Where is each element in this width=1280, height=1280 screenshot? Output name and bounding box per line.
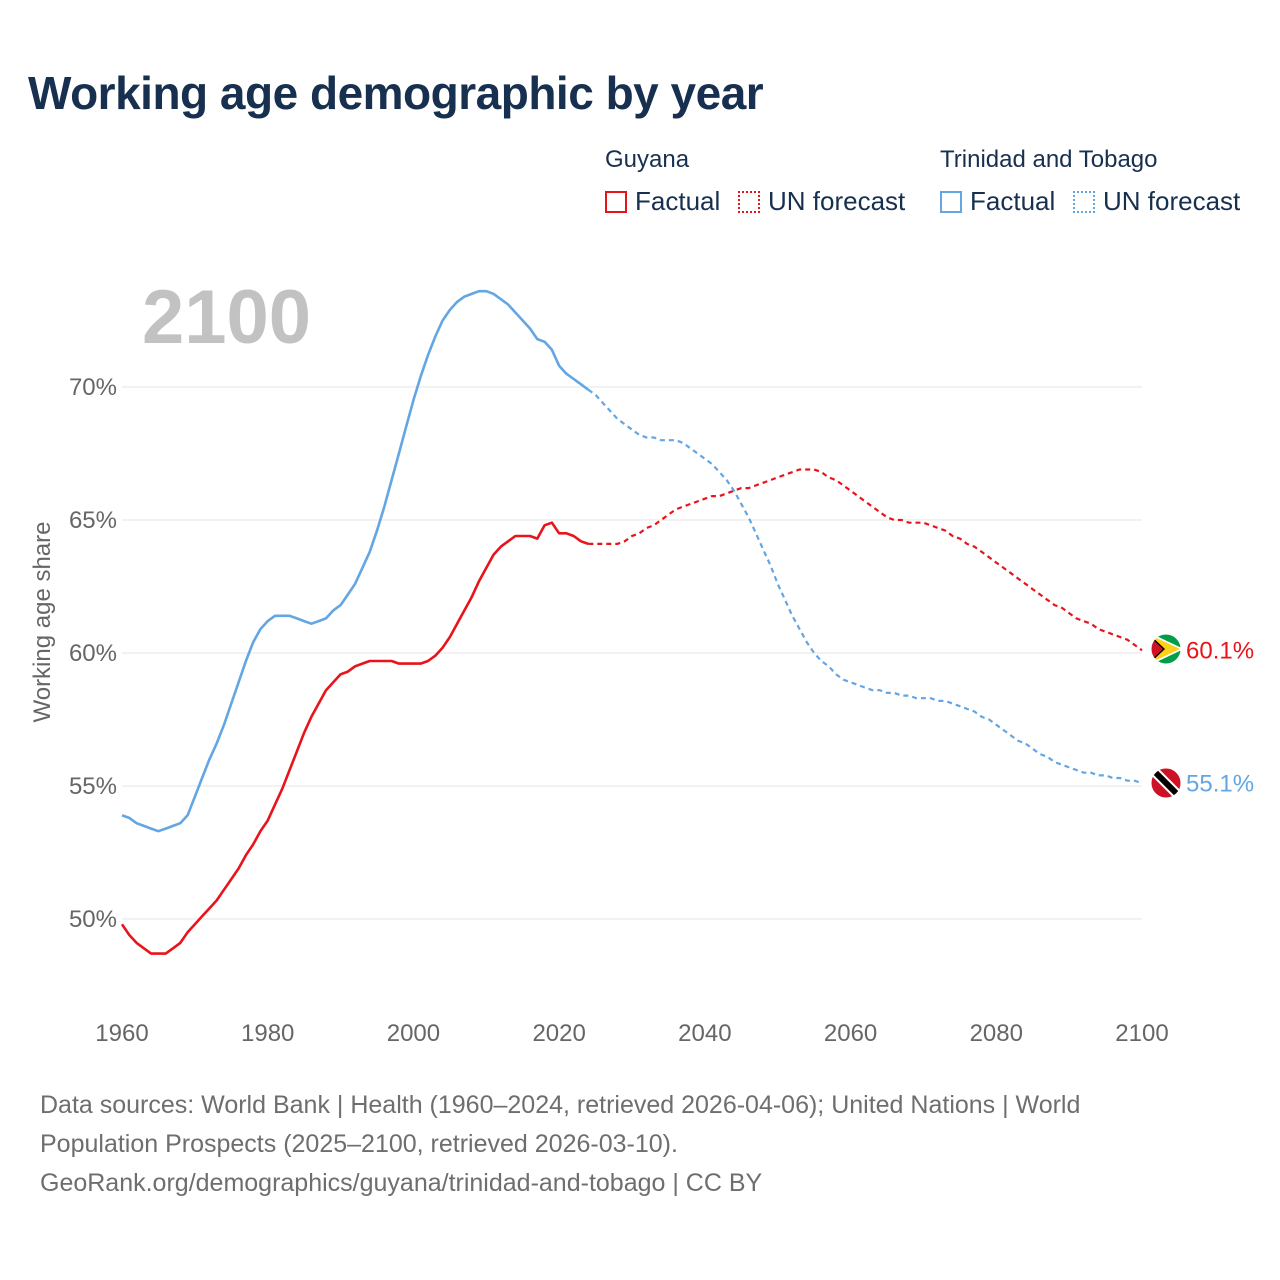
guyana-flag-icon <box>1150 633 1182 665</box>
x-tick-label: 2080 <box>970 1020 1023 1047</box>
legend-group-trinidad: Trinidad and Tobago <box>940 146 1158 173</box>
legend-label: Factual <box>970 186 1056 216</box>
legend-guyana-factual[interactable]: Factual <box>605 186 720 217</box>
series-line-trinidad-and-tobago-factual[interactable] <box>121 289 590 833</box>
legend-trinidad-forecast[interactable]: UN forecast <box>1073 186 1240 217</box>
grid <box>122 386 1142 920</box>
y-axis-label: Working age share <box>29 522 56 723</box>
series-line-trinidad-and-tobago-forecast[interactable] <box>587 388 1143 785</box>
legend-label: Factual <box>635 186 721 216</box>
series-line-guyana-forecast[interactable] <box>588 468 1143 652</box>
footer-sources-line1: Data sources: World Bank | Health (1960–… <box>40 1091 1081 1119</box>
line-chart: 2100 50% 55% 60% 65% 70% 1960 1980 2000 2020 204… <box>29 275 1254 1047</box>
x-tick-label: 2000 <box>387 1020 440 1047</box>
end-label-guyana: 60.1% <box>1186 637 1254 664</box>
legend-group-guyana: Guyana <box>605 146 690 173</box>
x-axis: 1960 1980 2000 2020 2040 2060 2080 2100 <box>95 1020 1168 1047</box>
x-tick-label: 2020 <box>532 1020 585 1047</box>
series-line-guyana-factual[interactable] <box>120 521 589 955</box>
legend-guyana-forecast[interactable]: UN forecast <box>738 186 905 217</box>
legend-swatch-solid <box>940 190 962 213</box>
footer-sources-line2: Population Prospects (2025–2100, retriev… <box>40 1130 678 1158</box>
legend-swatch-dotted <box>738 190 760 213</box>
x-tick-label: 2060 <box>824 1020 877 1047</box>
chart-title: Working age demographic by year <box>28 67 764 119</box>
x-tick-label: 2100 <box>1115 1020 1168 1047</box>
legend-trinidad-factual[interactable]: Factual <box>940 186 1055 217</box>
footer-url[interactable]: GeoRank.org/demographics/guyana/trinidad… <box>40 1169 763 1197</box>
year-watermark: 2100 <box>142 275 311 360</box>
y-tick-label: 50% <box>69 906 117 933</box>
legend-label: UN forecast <box>1103 186 1241 216</box>
y-tick-label: 65% <box>69 507 117 534</box>
x-tick-label: 1980 <box>241 1020 294 1047</box>
y-axis: 50% 55% 60% 65% 70% <box>69 374 117 933</box>
y-tick-label: 70% <box>69 374 117 401</box>
y-tick-label: 60% <box>69 640 117 667</box>
end-label-trinidad-and-tobago: 55.1% <box>1186 770 1254 797</box>
end-labels: 60.1% 55.1% <box>1186 637 1254 797</box>
x-tick-label: 1960 <box>95 1020 148 1047</box>
trinidad-flag-icon <box>1150 767 1182 799</box>
x-tick-label: 2040 <box>678 1020 731 1047</box>
legend-swatch-dotted <box>1073 190 1095 213</box>
legend-swatch-solid <box>605 190 627 213</box>
y-tick-label: 55% <box>69 773 117 800</box>
legend-label: UN forecast <box>768 186 906 216</box>
series-lines <box>120 289 1143 955</box>
footer: Data sources: World Bank | Health (1960–… <box>40 1086 1240 1203</box>
